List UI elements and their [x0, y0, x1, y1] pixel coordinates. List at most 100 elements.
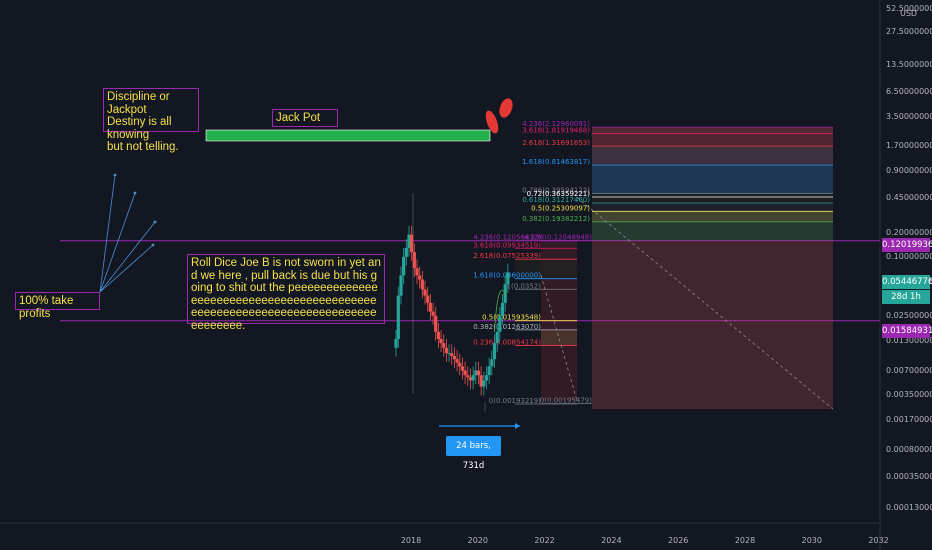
fib-right-zone	[592, 193, 833, 204]
fib-right-label-2: 2.618(1.31691653)	[522, 139, 590, 147]
fib-right-label-1: 3.618(1.81919488)	[522, 126, 590, 134]
indicator-line	[494, 289, 507, 332]
y-tick-label: 0.00350000	[886, 390, 932, 399]
candle-body	[506, 272, 510, 285]
y-tick-label: 0.01300000	[886, 336, 932, 345]
price-tag: 28d 1h	[882, 290, 930, 304]
candle-body	[428, 302, 432, 312]
y-tick-label: 13.50000000	[886, 60, 932, 69]
candle-body	[431, 311, 435, 316]
candle-body	[458, 362, 462, 367]
trend-dashed-line	[540, 275, 578, 401]
arrow-head	[133, 191, 137, 195]
candle-body	[479, 375, 483, 387]
y-tick-label: 0.00170000	[886, 415, 932, 424]
fib-right-label-5: 0.72(0.36359221)	[527, 190, 591, 198]
jackpot-bar	[205, 129, 491, 142]
candle-body	[404, 248, 408, 257]
candle-body	[434, 315, 438, 332]
candle-body	[439, 339, 443, 344]
take-profit-arrow	[99, 192, 136, 293]
price-tag: 0.12019936	[882, 238, 932, 252]
fib-left-label-5: 0.5(0.01593548)	[482, 314, 541, 322]
candle-body	[402, 256, 406, 276]
candle-body	[498, 315, 502, 332]
y-tick-label: 1.70000000	[886, 141, 932, 150]
y-tick-label: 0.00013000	[886, 503, 932, 512]
candle-body	[466, 375, 470, 378]
fib-right-label-4: 0.786(0.39594123)	[522, 187, 590, 195]
candle-body	[500, 302, 505, 316]
take-profit-arrow	[99, 244, 154, 293]
fib-right-zone	[592, 146, 833, 166]
fib-right-zone	[592, 211, 833, 222]
x-tick-label: 2030	[801, 536, 822, 545]
y-tick-label: 0.00080000	[886, 445, 932, 454]
candle-body	[455, 359, 459, 363]
discipline-note[interactable]: Discipline or Jackpot Destiny is all kno…	[103, 88, 199, 153]
fib-left-label-0: 4.236(0.12056832)	[473, 234, 541, 242]
fib-right-zone	[592, 127, 833, 410]
fib-right-label-6: 0.618(0.31217460)	[522, 196, 590, 204]
candle-body	[476, 370, 481, 376]
fib-left-label-7: 0.236(0.00854174)	[473, 338, 541, 346]
y-tick-label: 6.50000000	[886, 87, 932, 96]
fib-left-label-4: 1(0.0352)	[507, 282, 542, 290]
trend-dashed-line	[576, 197, 834, 410]
y-tick-label: 0.20000000	[886, 228, 932, 237]
x-tick-label: 2024	[601, 536, 622, 545]
candle-body	[442, 343, 446, 348]
fib-mid-label-0: 4.236(0.12048948)	[524, 234, 592, 242]
take-profits-note[interactable]: 100% take profits	[15, 292, 100, 320]
fib-right-label-7: 0.5(0.25309097)	[531, 204, 590, 212]
y-tick-label: 0.90000000	[886, 166, 932, 175]
candle-body	[468, 377, 473, 381]
measure-label[interactable]: 24 bars, 731d	[446, 436, 501, 471]
x-tick-label: 2028	[734, 536, 756, 545]
fib-left-label-6: 0.382(0.01263070)	[473, 323, 541, 331]
take-profit-arrow	[99, 221, 156, 293]
dice-icon	[485, 110, 499, 134]
y-tick-label: 0.00035000	[886, 472, 932, 481]
candle-body	[484, 375, 489, 381]
candle-body	[407, 234, 411, 248]
candle-body	[394, 339, 398, 348]
candle-body	[436, 331, 440, 339]
candle-body	[444, 347, 449, 354]
x-tick-label: 2032	[868, 536, 889, 545]
candle-body	[490, 359, 494, 367]
y-tick-label: 0.02500000	[886, 311, 932, 320]
candle-body	[460, 366, 465, 371]
candle-body	[426, 295, 430, 303]
dice-icon	[499, 98, 513, 118]
candle-body	[487, 366, 491, 376]
arrow-head	[153, 220, 157, 224]
fib-left-label-2: 2.618(0.07525339)	[473, 252, 541, 260]
y-tick-label: 3.50000000	[886, 112, 932, 121]
y-tick-label: 0.10000000	[886, 252, 932, 261]
fib-left-zone	[515, 259, 577, 279]
arrow-head	[151, 243, 155, 247]
currency-label: USD	[900, 9, 918, 18]
y-tick-label: 0.00700000	[886, 366, 932, 375]
candle-body	[420, 279, 424, 290]
candle-body	[474, 370, 478, 376]
fib-right-label-8: 0.382(0.19382212)	[522, 215, 590, 223]
candle-body	[495, 331, 499, 344]
fib-right-zone	[592, 165, 833, 194]
candle-body	[396, 295, 400, 339]
candle-body	[399, 275, 403, 296]
fib-left-label-8: 0(0.00193219)	[489, 397, 541, 405]
roll-dice-note[interactable]: Roll Dice Joe B is not sworn in yet and …	[187, 254, 385, 332]
y-tick-label: 0.45000000	[886, 193, 932, 202]
fib-left-zone	[541, 329, 577, 346]
price-tag: 0.01584931	[882, 324, 932, 338]
jackpot-label[interactable]: Jack Pot	[272, 109, 338, 127]
take-profit-arrow	[99, 174, 116, 293]
candle-body	[492, 343, 497, 360]
candle-body	[471, 375, 475, 381]
fib-right-zone	[592, 221, 833, 241]
candle-body	[412, 252, 416, 269]
